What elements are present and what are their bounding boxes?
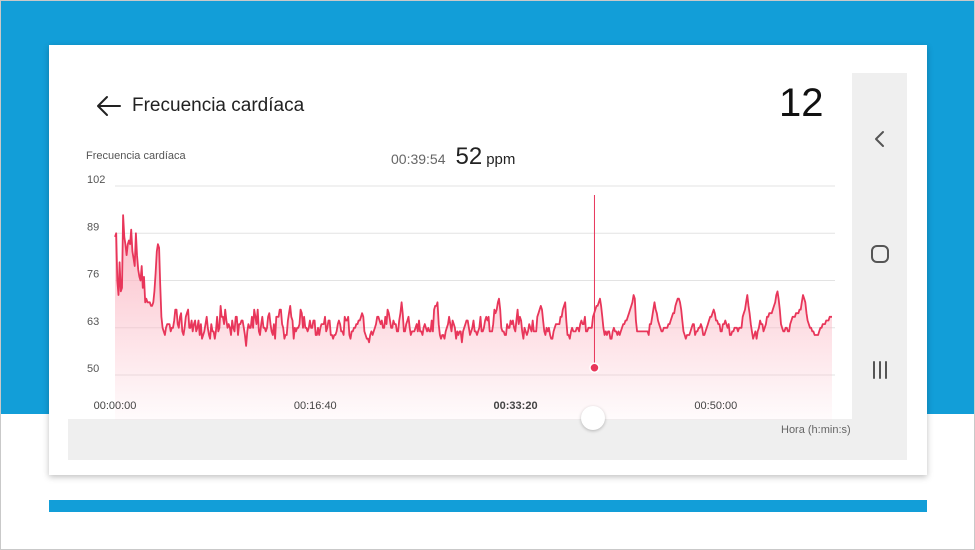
chart-x-label: Hora (h:min:s) (781, 424, 851, 436)
y-tick-label: 89 (87, 221, 99, 233)
chart-scrubber-handle[interactable] (581, 406, 605, 430)
chart-y-label: Frecuencia cardíaca (86, 150, 186, 162)
y-tick-label: 76 (87, 269, 99, 281)
arrow-left-icon[interactable] (96, 95, 122, 117)
x-tick-label: 00:16:40 (294, 400, 337, 412)
x-tick-label: 00:33:20 (494, 400, 538, 412)
readout-time: 00:39:54 (391, 151, 446, 167)
series-line (114, 214, 832, 347)
readout-unit: ppm (486, 151, 516, 168)
page-title: Frecuencia cardíaca (132, 95, 305, 116)
bottom-strip (68, 419, 907, 460)
selected-readout: 00:39:54 52 ppm (391, 143, 515, 173)
heart-rate-chart[interactable]: 102 89 76 63 50 00:00:00 00:16:40 00:33:20 00:50… (49, 45, 927, 475)
chevron-left-icon[interactable] (862, 121, 898, 157)
android-nav-bar (852, 73, 907, 419)
y-tick-label: 50 (87, 363, 99, 375)
x-tick-label: 00:50:00 (694, 400, 737, 412)
y-tick-label: 102 (87, 174, 105, 186)
rounded-square-icon[interactable] (862, 236, 898, 272)
decorative-bar (49, 500, 927, 512)
app-header: Frecuencia cardíaca (96, 91, 304, 121)
readout-value: 52 (455, 143, 483, 170)
x-tick-label: 00:00:00 (94, 400, 137, 412)
three-bars-icon[interactable] (862, 352, 898, 388)
series-area (115, 215, 832, 420)
y-tick-label: 63 (87, 316, 99, 328)
selection-point (589, 362, 600, 373)
step-counter: 12 (779, 81, 824, 125)
phone-screenshot: Frecuencia cardíaca 12 Frecuencia cardía… (49, 45, 927, 475)
